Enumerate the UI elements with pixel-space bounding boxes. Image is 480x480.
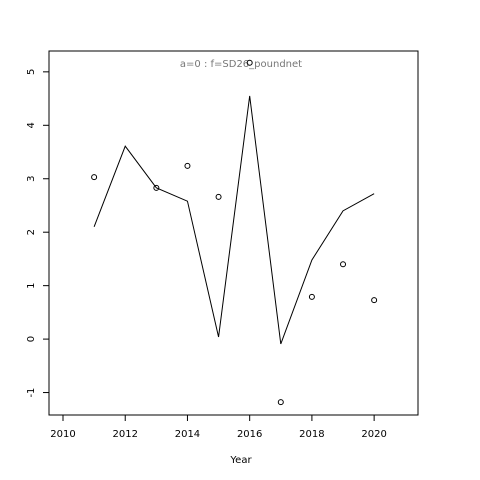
x-tick-label: 2012 <box>113 429 138 440</box>
data-point <box>153 184 160 191</box>
y-tick-label: -1 <box>26 388 37 398</box>
x-tick-label: 2010 <box>50 429 75 440</box>
data-point <box>308 293 315 300</box>
y-tick-label: 1 <box>26 282 37 288</box>
data-point <box>340 261 347 268</box>
chart-title: a=0 : f=SD26_poundnet <box>180 59 302 70</box>
x-tick-label: 2014 <box>175 429 200 440</box>
series-line <box>93 95 375 345</box>
y-tick-label: 2 <box>26 229 37 235</box>
y-tick-label: 4 <box>26 122 37 128</box>
data-point <box>371 297 378 304</box>
data-point <box>277 399 284 406</box>
x-tick-label: 2020 <box>361 429 386 440</box>
plot-frame <box>48 50 419 416</box>
y-tick-label: 3 <box>26 176 37 182</box>
y-tick-label: 0 <box>26 336 37 342</box>
data-point <box>184 162 191 169</box>
data-point <box>246 59 253 66</box>
y-tick-label: 5 <box>26 69 37 75</box>
x-tick-label: 2018 <box>299 429 324 440</box>
data-point <box>215 193 222 200</box>
x-axis-label: Year <box>229 455 252 466</box>
x-tick-label: 2016 <box>237 429 262 440</box>
data-point <box>91 174 98 181</box>
